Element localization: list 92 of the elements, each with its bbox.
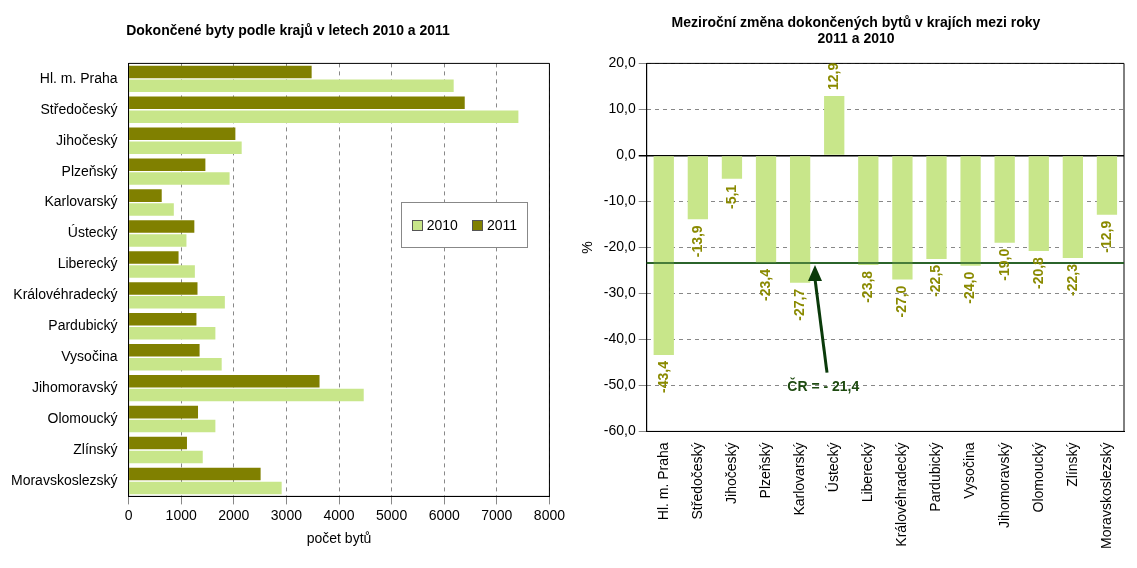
bar <box>129 189 162 202</box>
x-tick-label: Olomoucký <box>1029 442 1046 513</box>
bar <box>129 265 195 278</box>
bar <box>129 344 200 357</box>
data-label: -19,0 <box>995 248 1012 281</box>
x-tick-label: Pardubický <box>927 442 944 512</box>
x-tick-label: 5000 <box>376 506 408 523</box>
x-tick-label: 0 <box>124 506 133 523</box>
y-tick-label: Královéhradecký <box>13 286 118 303</box>
data-label: -22,3 <box>1063 263 1080 296</box>
data-label: -5,1 <box>722 184 739 209</box>
data-label: -22,5 <box>927 264 944 297</box>
bar <box>129 79 454 93</box>
y-tick-label: Olomoucký <box>47 409 118 426</box>
legend-label: 2011 <box>486 217 517 233</box>
bar <box>129 158 206 171</box>
y-tick-label: -40,0 <box>603 330 636 347</box>
x-tick-label: Karlovarský <box>790 442 807 516</box>
bar <box>129 141 242 154</box>
x-tick-label: Vysočina <box>961 442 978 499</box>
data-label: -20,8 <box>1029 256 1046 290</box>
bar <box>129 251 179 264</box>
x-tick-label: Královéhradecký <box>893 442 910 547</box>
y-tick-label: -30,0 <box>603 284 636 301</box>
x-tick-label: Jihočeský <box>722 442 739 504</box>
bar <box>129 481 282 495</box>
y-tick-label: Jihočeský <box>56 131 118 148</box>
y-tick-label: Jihomoravský <box>31 379 118 396</box>
y-tick-label: Vysočina <box>61 348 118 365</box>
bar <box>129 450 203 464</box>
data-label: -13,9 <box>688 225 705 258</box>
x-axis-title: počet bytů <box>306 530 372 547</box>
x-tick-label: 4000 <box>323 506 355 523</box>
annotation: ČR = - 21,4 <box>787 377 860 395</box>
chart-title: Dokončené byty podle krajů v letech 2010 a 2011 <box>125 21 451 40</box>
bar <box>129 282 198 295</box>
data-label: 12,9 <box>825 62 842 91</box>
bar <box>129 110 519 124</box>
bar <box>129 220 195 233</box>
bar <box>129 127 236 141</box>
bar <box>129 436 187 450</box>
x-tick-label: Zlínský <box>1063 442 1080 487</box>
bar <box>129 234 187 247</box>
y-axis-title: % <box>579 241 596 254</box>
y-tick-label: Středočeský <box>40 100 118 117</box>
chart-title: Meziroční změna dokončených bytů v krajích mezi roky 2011 a 2010 <box>670 13 1042 48</box>
x-tick-label: Plzeňský <box>756 442 773 499</box>
data-label: -23,4 <box>756 268 773 301</box>
x-tick-label: Jihomoravský <box>995 442 1012 529</box>
bar <box>129 467 261 481</box>
y-tick-label: Ústecký <box>67 224 118 241</box>
y-tick-label: 0,0 <box>616 146 636 163</box>
y-tick-label: -20,0 <box>603 238 636 255</box>
y-tick-label: -50,0 <box>603 376 636 393</box>
x-tick-label: Ústecký <box>825 442 842 493</box>
data-label: -23,8 <box>859 270 876 303</box>
bar <box>129 96 465 110</box>
data-label: -43,4 <box>654 360 671 393</box>
x-tick-label: 7000 <box>481 506 513 523</box>
data-label: -24,0 <box>961 271 978 304</box>
x-tick-label: Středočeský <box>688 442 705 520</box>
data-label: -27,7 <box>790 288 807 321</box>
bar <box>129 313 197 326</box>
x-tick-label: Liberecký <box>859 442 876 503</box>
bar <box>129 374 320 388</box>
y-tick-label: Hl. m. Praha <box>39 69 118 86</box>
y-tick-label: -60,0 <box>603 422 636 439</box>
x-tick-label: 1000 <box>165 506 197 523</box>
bar <box>129 296 225 309</box>
data-label: -27,0 <box>893 285 910 318</box>
bar <box>129 419 216 433</box>
bar <box>129 388 364 402</box>
x-tick-label: 3000 <box>270 506 303 523</box>
x-tick-label: 2000 <box>218 506 250 523</box>
y-tick-label: Karlovarský <box>44 193 118 210</box>
y-tick-label: -10,0 <box>603 192 636 209</box>
bar <box>129 65 312 79</box>
data-label: -12,9 <box>1097 220 1114 253</box>
y-tick-label: Pardubický <box>48 317 118 334</box>
bar <box>129 203 174 216</box>
y-tick-label: Liberecký <box>57 255 118 272</box>
x-tick-label: Moravskoslezský <box>1097 442 1114 550</box>
x-tick-label: 6000 <box>428 506 460 523</box>
y-tick-label: 20,0 <box>608 54 636 71</box>
x-tick-label: 8000 <box>533 506 566 523</box>
bar <box>129 326 216 340</box>
legend-label: 2010 <box>426 217 458 233</box>
bar <box>129 405 199 419</box>
y-tick-label: Plzeňský <box>61 162 118 179</box>
y-tick-label: 10,0 <box>608 100 636 117</box>
bar <box>129 357 222 371</box>
bar <box>129 172 230 185</box>
